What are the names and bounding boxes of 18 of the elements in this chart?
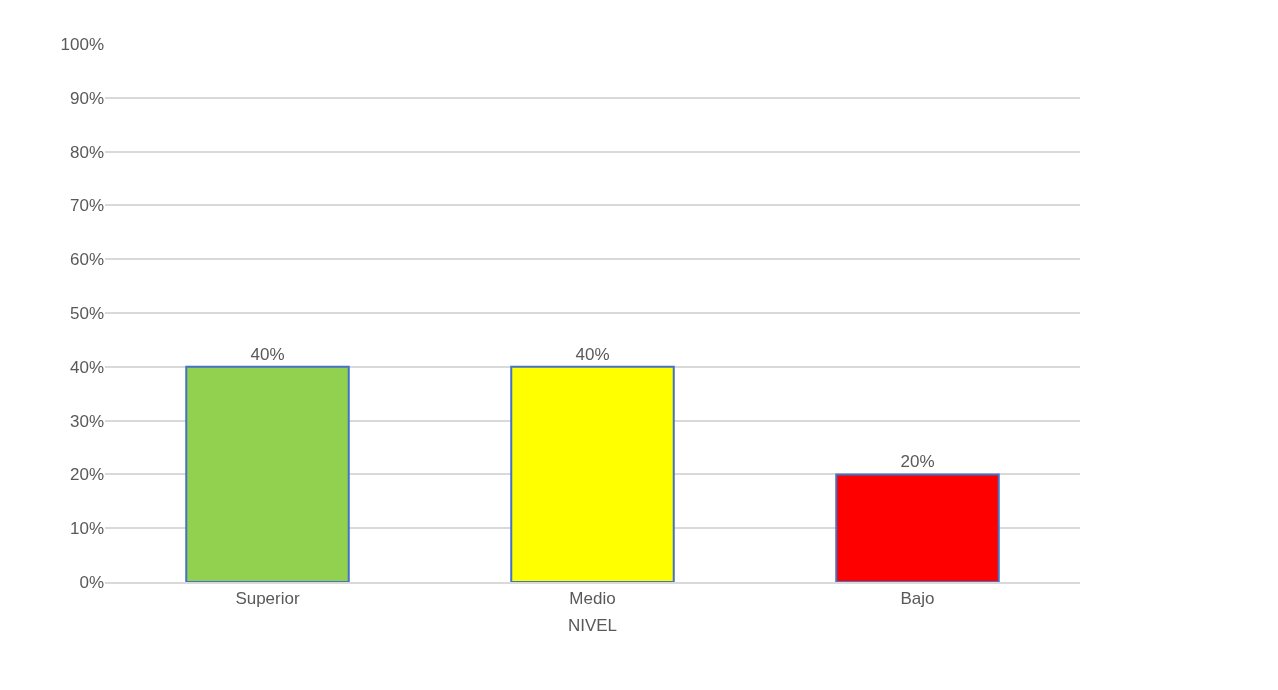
y-tick-label: 70% [69, 196, 104, 216]
y-tick-label: 30% [69, 411, 104, 431]
y-tick-label: 10% [69, 519, 104, 539]
data-label: 20% [900, 452, 935, 472]
y-tick-label: 80% [69, 142, 104, 162]
y-tick-label: 40% [69, 357, 104, 377]
y-tick-label: 90% [69, 88, 104, 108]
data-label: 40% [250, 344, 285, 364]
x-tick-label: Superior [235, 589, 300, 609]
y-tick-label: 50% [69, 303, 104, 323]
y-tick-label: 100% [60, 34, 104, 54]
y-tick-label: 20% [69, 465, 104, 485]
x-tick-label: Medio [569, 589, 616, 609]
x-tick-label: Bajo [900, 589, 935, 609]
data-label: 40% [575, 344, 610, 364]
y-tick-label: 60% [69, 250, 104, 270]
x-axis-title: NIVEL [567, 616, 618, 636]
y-tick-label: 0% [79, 572, 104, 592]
